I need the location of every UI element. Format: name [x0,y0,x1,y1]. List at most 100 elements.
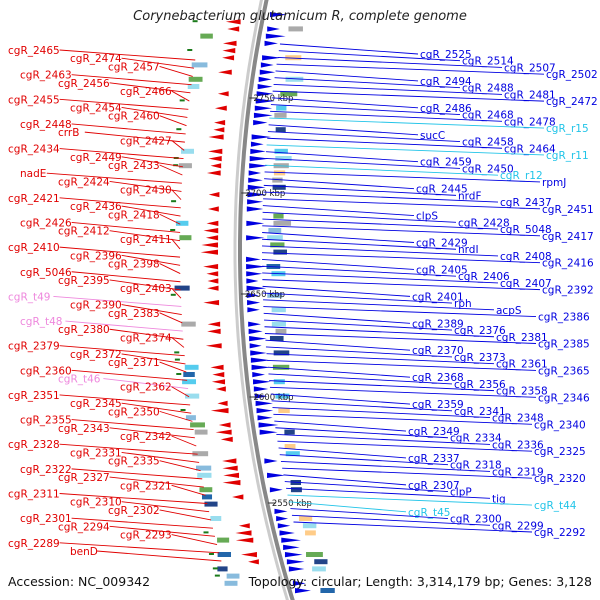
leader-line [109,82,191,94]
gene-label-left: cgR_2302 [108,505,160,517]
forward-gene-arrow [246,220,265,226]
gene-label-left: cgR_2342 [120,431,172,443]
cog-block [192,451,209,457]
leader-line [121,57,195,69]
leader-line [266,144,545,156]
gene-label-left: cgR_2474 [70,53,122,65]
gene-label-left: cgR_2379 [8,341,60,353]
forward-gene-arrow [251,134,272,140]
gene-label-right: cgR_5048 [500,224,552,236]
leader-line [121,304,182,316]
reverse-gene-arrow [207,285,219,291]
leader-line [262,258,415,270]
reverse-gene-arrow [207,321,221,327]
gene-label-right: cgR_2468 [462,110,514,122]
forward-gene-arrow [248,170,262,176]
leader-line [71,419,194,431]
leader-line [293,521,533,533]
reverse-gene-arrow [217,91,229,97]
cog-block [273,220,292,226]
gene-label-right: cgR_2406 [458,271,510,283]
leader-line [266,353,495,365]
gene-label-left: cgR_2289 [8,538,60,550]
leader-line [267,366,411,378]
forward-gene-arrow [247,184,266,190]
leader-line [109,476,204,488]
gene-label-left: cgR_2328 [8,439,60,451]
leader-line [121,451,200,463]
leader-line [270,110,503,122]
gene-label-left: cgR_t48 [20,316,62,328]
gene-label-right: cgR_2486 [420,103,472,115]
leader-line [59,98,189,110]
gene-label-right: cgR_2494 [420,76,472,88]
reverse-gene-arrow [235,530,252,536]
gene-label-left: cgR_t49 [8,291,50,303]
leader-line [159,65,193,77]
cog-block [184,364,199,370]
gene-label-right: cgR_2359 [412,399,464,411]
leader-line [279,43,419,55]
gene-label-right: rpmJ [542,177,566,189]
gene-label-right: cgR_2336 [492,439,544,451]
cog-block [272,364,290,370]
cog-block [179,235,192,241]
gene-label-right: cgR_2307 [408,480,460,492]
leader-line [263,306,537,318]
cog-block [195,465,212,471]
reverse-gene-arrow [214,105,227,111]
gene-label-left: cgR_2372 [70,349,122,361]
leader-line [271,97,419,109]
gene-label-right: cgR_2407 [500,278,552,290]
scale-label: 2550 kbp [272,499,312,509]
gene-label-right: cgR_r11 [546,150,589,162]
leader-line [273,413,533,425]
cog-block [290,487,302,493]
cog-block [194,429,208,435]
leader-line [270,104,461,116]
leader-line [262,272,499,284]
leader-line [282,467,533,479]
cog-block [217,552,232,557]
leader-line [262,265,457,277]
leader-line [159,263,181,274]
forward-gene-arrow [248,177,263,183]
cog-block [185,415,196,421]
forward-gene-arrow [288,566,305,572]
leader-line [263,191,499,203]
gene-label-left: cgR_2355 [20,415,72,427]
gene-label-right: cgR_2320 [534,473,586,485]
reverse-gene-arrow [207,206,219,212]
leader-line [159,312,183,324]
leader-line [121,156,183,168]
forward-gene-arrow [250,148,266,154]
cog-block [267,292,283,298]
leader-line [65,320,183,332]
reverse-gene-arrow [222,465,238,471]
leader-line [121,353,186,365]
forward-gene-arrow [283,544,300,550]
leader-line [262,279,541,291]
gene-label-left: cgR_2424 [58,176,110,188]
leader-line [171,435,197,447]
reverse-gene-arrow [213,127,225,133]
leader-line [109,180,182,192]
leader-line [290,508,449,519]
gene-label-right: tig [492,493,506,505]
forward-gene-arrow [267,472,286,478]
cog-block [275,156,292,161]
cog-block [280,91,298,97]
leader-line [103,378,189,389]
forward-gene-arrow [250,141,264,147]
gene-label-right: cgR_2292 [534,527,586,539]
reverse-gene-arrow [214,120,226,126]
leader-line [171,189,182,200]
gene-label-left: cgR_2433 [108,160,160,172]
reverse-gene-arrow [215,386,226,392]
leader-line [276,434,491,445]
gene-label-right: cgR_2478 [504,116,556,128]
leader-line [269,380,495,392]
forward-gene-arrow [284,552,303,558]
